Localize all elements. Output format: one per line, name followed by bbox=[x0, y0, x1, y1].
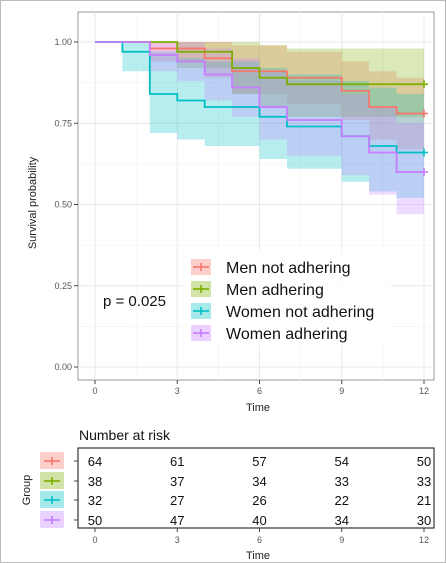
curve-men-adhering bbox=[95, 41, 424, 86]
risk-table-title: Number at risk bbox=[79, 427, 171, 443]
risk-cell: 27 bbox=[170, 493, 184, 508]
risk-cell: 50 bbox=[88, 513, 102, 528]
risk-cell: 34 bbox=[252, 474, 266, 489]
risk-x-tick-label: 3 bbox=[175, 535, 180, 545]
curve-women-adhering bbox=[95, 41, 424, 173]
legend-label: Women adhering bbox=[226, 326, 348, 343]
x-tick-label: 0 bbox=[92, 386, 97, 396]
legend-label: Women not adhering bbox=[226, 304, 374, 321]
x-tick-label: 3 bbox=[175, 386, 180, 396]
risk-cell: 34 bbox=[335, 513, 349, 528]
risk-cell: 30 bbox=[417, 513, 431, 528]
risk-x-tick-label: 0 bbox=[92, 535, 97, 545]
risk-cell: 21 bbox=[417, 493, 431, 508]
risk-cell: 37 bbox=[170, 474, 184, 489]
risk-cell: 26 bbox=[252, 493, 266, 508]
risk-cell: 47 bbox=[170, 513, 184, 528]
y-tick-label: 0.25 bbox=[54, 281, 72, 291]
risk-cell: 22 bbox=[335, 493, 349, 508]
y-axis-label: Survival probability bbox=[27, 156, 39, 249]
x-tick-label: 9 bbox=[339, 386, 344, 396]
legend: Men not adhering Men adhering Women not ad… bbox=[191, 259, 374, 343]
y-tick-label: 1.00 bbox=[54, 37, 72, 47]
risk-cell: 57 bbox=[252, 454, 266, 469]
risk-cell: 32 bbox=[88, 493, 102, 508]
risk-cell: 33 bbox=[335, 474, 349, 489]
risk-table-panel bbox=[77, 447, 435, 529]
survival-curves bbox=[95, 41, 428, 176]
risk-x-tick-label: 9 bbox=[339, 535, 344, 545]
y-tick-label: 0.00 bbox=[54, 362, 72, 372]
y-tick-label: 0.50 bbox=[54, 200, 72, 210]
x-axis-label: Time bbox=[246, 402, 270, 414]
x-tick-label: 12 bbox=[419, 386, 429, 396]
ci-band-men-not-adhering bbox=[95, 42, 424, 150]
axis-ticks: 0 3 6 9 12 0.00 0.25 0.50 0.75 1.00 bbox=[54, 37, 429, 396]
legend-label: Men adhering bbox=[226, 282, 324, 299]
legend-box bbox=[183, 250, 391, 345]
risk-cell: 54 bbox=[335, 454, 349, 469]
p-value-label: p = 0.025 bbox=[103, 293, 166, 310]
risk-cell: 38 bbox=[88, 474, 102, 489]
risk-cell: 50 bbox=[417, 454, 431, 469]
risk-table-x-label: Time bbox=[246, 550, 270, 562]
risk-x-tick-label: 6 bbox=[257, 535, 262, 545]
y-tick-label: 0.75 bbox=[54, 118, 72, 128]
risk-cell: 61 bbox=[170, 454, 184, 469]
risk-cell: 33 bbox=[417, 474, 431, 489]
risk-table-y-label: Group bbox=[21, 475, 33, 506]
risk-x-tick-label: 12 bbox=[419, 535, 429, 545]
risk-cell: 64 bbox=[88, 454, 102, 469]
risk-cell: 40 bbox=[252, 513, 266, 528]
x-tick-label: 6 bbox=[257, 386, 262, 396]
legend-label: Men not adhering bbox=[226, 260, 351, 277]
